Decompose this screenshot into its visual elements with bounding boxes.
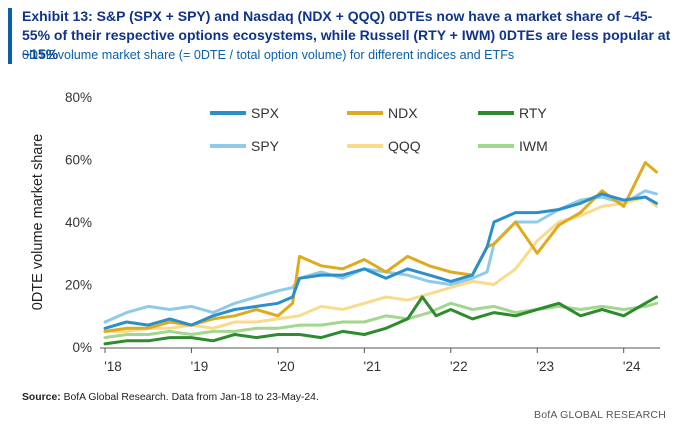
series-lines bbox=[103, 161, 658, 346]
x-tick-label: '18 bbox=[104, 359, 122, 374]
legend-label-spy: SPY bbox=[251, 138, 280, 154]
legend: SPX NDX RTY SPY QQQ IWM bbox=[210, 105, 548, 154]
y-axis-label: 0DTE volume market share bbox=[30, 134, 46, 310]
series-line-ndx bbox=[103, 161, 658, 333]
x-tick-label: '24 bbox=[623, 359, 641, 374]
x-tick-label: '23 bbox=[536, 359, 554, 374]
source-note: Source: BofA Global Research. Data from … bbox=[22, 392, 319, 403]
legend-label-spx: SPX bbox=[251, 105, 280, 121]
x-tick-label: '19 bbox=[191, 359, 209, 374]
chart-subtitle: 0DTE volume market share (= 0DTE / total… bbox=[22, 48, 515, 62]
y-tick-label: 80% bbox=[65, 90, 92, 105]
source-label: Source: bbox=[22, 392, 61, 403]
series-line-iwm bbox=[103, 301, 658, 340]
series-line-spy bbox=[103, 189, 658, 324]
y-tick-label: 20% bbox=[65, 278, 92, 293]
legend-label-ndx: NDX bbox=[388, 105, 418, 121]
x-tick-label: '21 bbox=[364, 359, 382, 374]
title-accent-bar bbox=[8, 8, 12, 64]
y-tick-label: 60% bbox=[65, 153, 92, 168]
legend-label-iwm: IWM bbox=[519, 138, 548, 154]
x-tick-label: '22 bbox=[450, 359, 468, 374]
brand-footer: BofA GLOBAL RESEARCH bbox=[534, 409, 666, 421]
x-axis-ticks: '18 '19 '20 '21 '22 '23 '24 bbox=[104, 348, 641, 374]
chart-title: Exhibit 13: S&P (SPX + SPY) and Nasdaq (… bbox=[22, 8, 671, 62]
source-text: BofA Global Research. Data from Jan-18 t… bbox=[63, 392, 319, 403]
y-tick-label: 0% bbox=[72, 340, 92, 355]
legend-label-rty: RTY bbox=[519, 105, 547, 121]
y-axis-ticks: 0% 20% 40% 60% 80% bbox=[65, 90, 92, 355]
legend-label-qqq: QQQ bbox=[388, 138, 421, 154]
y-tick-label: 40% bbox=[65, 215, 92, 230]
series-line-rty bbox=[103, 295, 658, 346]
x-tick-label: '20 bbox=[277, 359, 295, 374]
series-line-spx bbox=[103, 192, 658, 330]
